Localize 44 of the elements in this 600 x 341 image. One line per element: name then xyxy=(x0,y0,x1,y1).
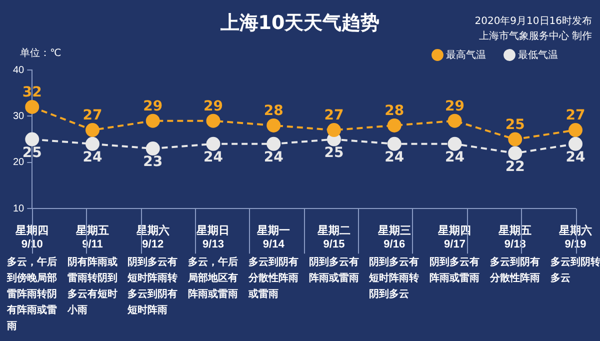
data-label: 27 xyxy=(566,108,586,124)
data-label: 32 xyxy=(22,84,42,101)
chart-subtitle: 2020年9月10日16时发布 xyxy=(474,16,592,27)
text: 多云到阴有分散性阵雨或雷雨 xyxy=(247,256,298,300)
text: 多云到阴有分散性阵雨 xyxy=(488,256,540,284)
data-label: 22 xyxy=(505,158,525,175)
y-tick-label: 30 xyxy=(13,110,25,122)
data-label: 25 xyxy=(324,144,344,161)
data-label: 24 xyxy=(82,150,102,166)
y-tick-label: 10 xyxy=(13,203,25,214)
text: 阴有阵雨或雷雨转阴到多云有短时小雨 xyxy=(66,256,118,316)
data-label: 27 xyxy=(82,108,102,124)
chart-title: 上海10天天气趋势 xyxy=(220,12,380,34)
text: 阴到多云有短时阵雨转多云到阴有短时阵雨 xyxy=(126,256,178,316)
data-label: 29 xyxy=(204,98,223,114)
x-tick-label: 星期一 9/14 xyxy=(256,224,290,250)
text: 多云，午后到傍晚局部雷阵雨转阴有阵雨或雷雨 xyxy=(6,256,57,332)
text: 阴到多云有阵雨或雷雨 xyxy=(308,256,359,284)
data-label: 25 xyxy=(505,116,525,133)
data-label: 24 xyxy=(566,150,586,166)
text: 阴到多云有短时阵雨转阴到多云 xyxy=(368,256,420,300)
data-label: 27 xyxy=(324,108,344,124)
data-label: 24 xyxy=(204,150,224,166)
y-tick-label: 40 xyxy=(13,64,25,76)
text: 多云，午后局部地区有阵雨或雷雨 xyxy=(187,256,238,300)
text: 上海市气象服务中心 制作 xyxy=(478,31,592,42)
x-tick-label: 星期四 9/17 xyxy=(437,224,472,250)
text: 阴到多云有阵雨或雷雨 xyxy=(430,256,480,284)
legend-label: 最低气温 xyxy=(518,48,558,61)
data-label: 29 xyxy=(445,98,464,114)
data-label: 23 xyxy=(143,154,163,170)
y-tick-label: 20 xyxy=(13,157,25,168)
data-label: 24 xyxy=(264,150,284,166)
data-label: 28 xyxy=(264,103,284,120)
x-tick-label: 星期二 9/15 xyxy=(316,224,350,250)
data-label: 24 xyxy=(445,150,465,166)
text: 多云到阴转多云 xyxy=(550,256,600,284)
y-axis-title: 单位：℃ xyxy=(20,46,62,60)
x-tick-label: 星期日 9/13 xyxy=(196,224,230,250)
data-label: 28 xyxy=(384,103,404,120)
data-label: 29 xyxy=(143,98,163,114)
legend-label: 最高气温 xyxy=(446,48,486,61)
data-label: 24 xyxy=(384,150,404,166)
x-tick-label: 星期三 9/16 xyxy=(376,224,411,250)
